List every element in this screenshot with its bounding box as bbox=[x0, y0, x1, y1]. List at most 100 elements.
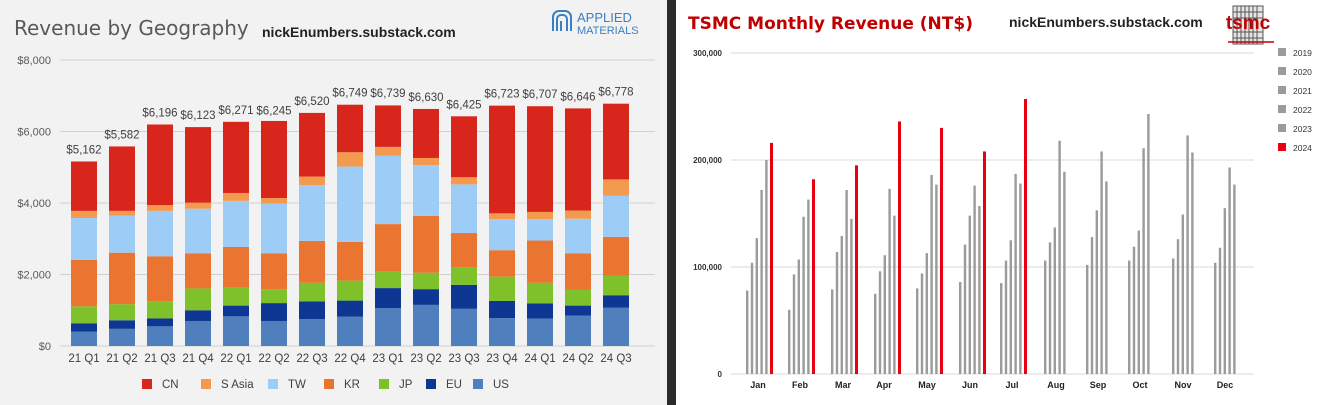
geography-stacked-bar-chart: $0 $2,000 $4,000 $6,000 $8,000 $5,162 21 Q1 $5,… bbox=[17, 55, 655, 391]
x-tick-label: Nov bbox=[1174, 380, 1191, 390]
x-tick-label: Oct bbox=[1132, 380, 1147, 390]
month-bar-2019 bbox=[916, 288, 919, 374]
bar-segment-jp bbox=[185, 288, 211, 311]
bar-segment-tw bbox=[565, 218, 591, 254]
bar-segment-us bbox=[223, 316, 249, 346]
y-tick-label: $2,000 bbox=[17, 270, 51, 282]
bar-segment-eu bbox=[565, 305, 591, 316]
month-bar-2023 bbox=[850, 218, 853, 374]
x-tick-label: 21 Q3 bbox=[144, 353, 175, 365]
legend-swatch-cn bbox=[142, 379, 152, 389]
logo-text-materials: MATERIALS bbox=[577, 25, 639, 37]
month-bar-2021 bbox=[883, 255, 886, 374]
bar-segment-tw bbox=[337, 166, 363, 242]
bar-segment-eu bbox=[489, 300, 515, 319]
bar-segment-eu bbox=[71, 323, 97, 332]
total-data-label: $6,739 bbox=[370, 88, 405, 100]
bar-segment-tw bbox=[299, 185, 325, 241]
month-bar-2021 bbox=[925, 253, 928, 374]
bar-segment-tw bbox=[223, 200, 249, 247]
y-tick-label: 100,000 bbox=[693, 263, 722, 272]
month-bar-2023 bbox=[1147, 113, 1150, 375]
bar-segment-tw bbox=[261, 203, 287, 254]
x-tick-label: Mar bbox=[835, 380, 852, 390]
month-bar-2020 bbox=[963, 244, 967, 374]
month-bar-2019 bbox=[1214, 262, 1217, 374]
total-data-label: $6,630 bbox=[408, 92, 443, 104]
bar-segment-jp bbox=[299, 282, 325, 302]
x-tick-label: May bbox=[918, 380, 936, 390]
month-bar-2022 bbox=[1228, 167, 1231, 374]
month-bar-2022 bbox=[1142, 148, 1145, 374]
month-bar-2023 bbox=[807, 199, 810, 374]
month-bar-2021 bbox=[1181, 214, 1184, 374]
bar-segment-us bbox=[299, 319, 325, 346]
y-tick-label: 200,000 bbox=[693, 156, 722, 165]
bar-segment-jp bbox=[223, 287, 249, 306]
x-tick-label: Apr bbox=[876, 380, 892, 390]
bar-segment-tw bbox=[603, 195, 629, 237]
month-bar-2019 bbox=[874, 293, 877, 374]
x-tick-label: 21 Q2 bbox=[106, 353, 137, 365]
bar-segment-jp bbox=[261, 289, 287, 304]
legend-label: 2023 bbox=[1293, 124, 1312, 134]
bar-segment-kr bbox=[261, 253, 287, 290]
bar-segment-eu bbox=[299, 301, 325, 320]
bar-segment-eu bbox=[413, 289, 439, 305]
legend-label: S Asia bbox=[221, 379, 254, 391]
bar-segment-us bbox=[375, 308, 401, 346]
bar-segment-cn bbox=[451, 116, 477, 178]
bar-segment-us bbox=[489, 318, 515, 346]
month-bar-2024 bbox=[898, 121, 901, 374]
bar-segment-jp bbox=[451, 267, 477, 285]
legend-swatch-2021 bbox=[1278, 86, 1286, 94]
bar-segment-us bbox=[147, 326, 173, 346]
bar-segment-kr bbox=[223, 246, 249, 288]
x-tick-label: 22 Q4 bbox=[334, 353, 366, 365]
bar-segment-s-asia bbox=[109, 210, 135, 216]
x-tick-label: Dec bbox=[1217, 380, 1234, 390]
bar-segment-eu bbox=[147, 318, 173, 327]
bar-segment-eu bbox=[109, 320, 135, 329]
bar-segment-cn bbox=[413, 108, 439, 158]
month-bar-2020 bbox=[1090, 237, 1094, 374]
bar-segment-jp bbox=[71, 306, 97, 324]
bar-segment-tw bbox=[451, 184, 477, 234]
bar-segment-us bbox=[261, 320, 287, 346]
month-bar-2023 bbox=[1191, 152, 1194, 374]
month-bar-2022 bbox=[1014, 173, 1017, 374]
legend-label: 2022 bbox=[1293, 105, 1312, 115]
bar-segment-cn bbox=[185, 127, 211, 203]
bar-segment-cn bbox=[337, 104, 363, 153]
x-tick-label: 24 Q3 bbox=[600, 353, 631, 365]
month-bar-2019 bbox=[1086, 264, 1089, 374]
x-tick-label: 22 Q2 bbox=[258, 353, 289, 365]
bar-segment-cn bbox=[565, 108, 591, 211]
bar-segment-cn bbox=[527, 106, 553, 212]
total-data-label: $6,196 bbox=[142, 107, 177, 119]
bar-segment-jp bbox=[337, 280, 363, 301]
tsmc-logo-text: tsmc bbox=[1226, 13, 1271, 34]
month-bar-2020 bbox=[835, 252, 839, 374]
legend-swatch-eu bbox=[426, 379, 436, 389]
y-tick-label: $0 bbox=[39, 341, 51, 353]
month-bar-2021 bbox=[1095, 210, 1098, 374]
bar-segment-s-asia bbox=[223, 192, 249, 201]
right-source-label: nickEnumbers.substack.com bbox=[1009, 14, 1203, 30]
month-bar-2022 bbox=[802, 216, 805, 374]
total-data-label: $6,723 bbox=[484, 89, 519, 101]
month-bar-2019 bbox=[959, 281, 962, 374]
bar-segment-s-asia bbox=[603, 179, 629, 196]
month-bar-2024 bbox=[983, 151, 986, 374]
month-bar-2021 bbox=[755, 238, 758, 374]
bar-segment-cn bbox=[223, 121, 249, 193]
x-tick-label: Sep bbox=[1090, 380, 1107, 390]
legend-label: 2020 bbox=[1293, 67, 1312, 77]
month-bar-2020 bbox=[920, 273, 924, 374]
legend-swatch-kr bbox=[324, 379, 334, 389]
x-tick-label: Aug bbox=[1047, 380, 1065, 390]
bar-segment-tw bbox=[413, 165, 439, 216]
bar-segment-jp bbox=[109, 304, 135, 321]
x-tick-label: 23 Q3 bbox=[448, 353, 479, 365]
month-bar-2022 bbox=[930, 174, 933, 374]
